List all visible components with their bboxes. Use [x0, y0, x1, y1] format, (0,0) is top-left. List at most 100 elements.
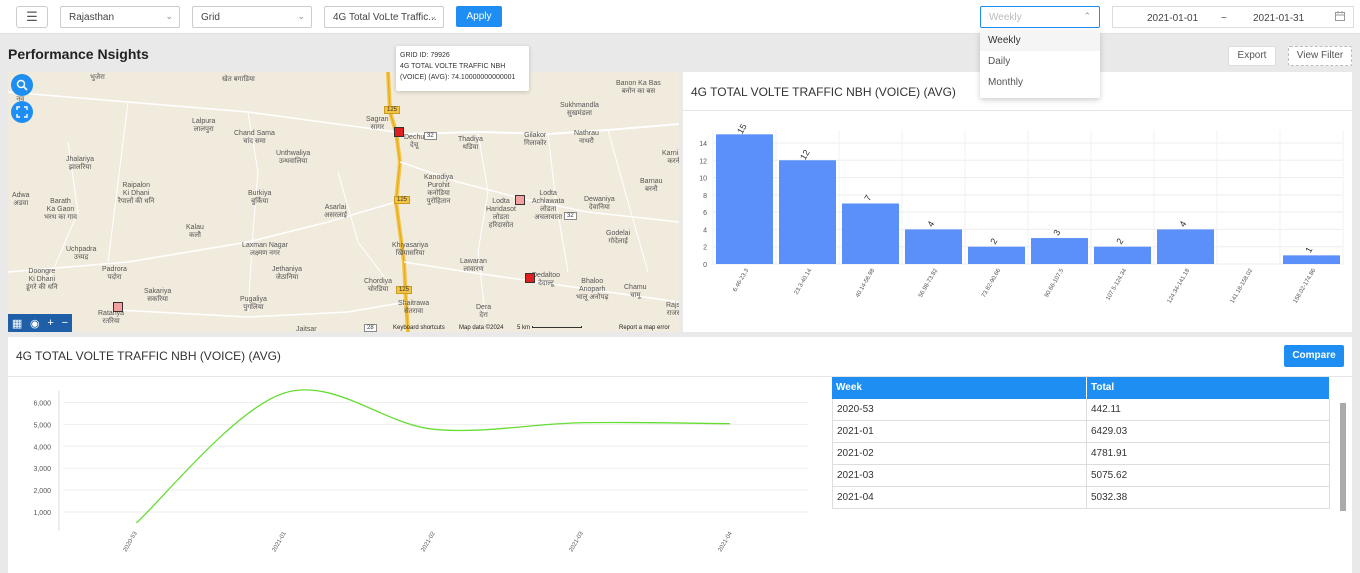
road-label: 32 — [424, 132, 437, 140]
cell-total: 5075.62 — [1090, 470, 1128, 481]
grid-marker[interactable] — [394, 127, 404, 137]
chevron-down-icon: ⌄ — [297, 11, 305, 21]
map-place-label: Dedaltoo देदाल्टू — [532, 272, 561, 287]
road-label: 32 — [564, 212, 577, 220]
map-place-label: Gilakor गिलाकोर — [524, 132, 547, 147]
x-tick-label: 158.02-174.86 — [1293, 267, 1318, 304]
map-place-label: Ratariya रतरिया — [98, 310, 125, 325]
map-place-label: भुजेरा — [90, 74, 105, 81]
trend-line[interactable] — [135, 389, 731, 524]
table-scrollbar-thumb[interactable] — [1340, 403, 1346, 511]
grid-marker[interactable] — [525, 273, 535, 283]
chevron-down-icon: ⌄ — [429, 11, 437, 21]
road-label: 28 — [364, 324, 377, 332]
x-tick-label: 2021-02 — [421, 530, 438, 553]
map-place-label: Banon Ka Bas बनोन का बस — [616, 80, 661, 95]
cell-week: 2021-04 — [833, 487, 1087, 508]
date-range-picker[interactable]: 2021-01-01 ~ 2021-01-31 — [1112, 6, 1354, 28]
period-option-daily[interactable]: Daily — [988, 56, 1011, 67]
chevron-down-icon: ⌄ — [165, 11, 173, 21]
locate-icon[interactable]: ◉ — [30, 317, 40, 330]
table-row[interactable]: 2021-02 4781.91 — [832, 443, 1330, 465]
map-place-label: Adwa अडवा — [12, 192, 30, 207]
bar-data-label: 3 — [1051, 228, 1062, 237]
y-tick-label: 3,000 — [33, 466, 51, 473]
grid-marker[interactable] — [515, 195, 525, 205]
map-place-label: Pugaliya पुगलिया — [240, 296, 267, 311]
histogram-bar[interactable] — [779, 160, 836, 264]
table-row[interactable]: 2021-01 6429.03 — [832, 421, 1330, 443]
column-header-week[interactable]: Week — [832, 377, 1087, 399]
compare-button[interactable]: Compare — [1284, 345, 1344, 367]
histogram-bar[interactable] — [1283, 255, 1340, 264]
fullscreen-icon[interactable] — [11, 101, 33, 123]
search-icon[interactable] — [11, 74, 33, 96]
kpi-select[interactable]: 4G Total VoLte Traffic... ⌄ — [324, 6, 444, 28]
map-place-label: Raipalon Ki Dhani रैपालों की धनि — [118, 182, 155, 205]
date-to[interactable]: 2021-01-31 — [1253, 13, 1305, 24]
histogram-bar[interactable] — [842, 203, 899, 264]
tooltip-grid-id: GRID ID: 79926 — [400, 52, 450, 59]
bar-data-label: 7 — [862, 193, 873, 202]
y-tick-label: 4,000 — [33, 444, 51, 451]
map-place-label: खेत बगाडिया — [222, 76, 255, 83]
layers-icon[interactable]: ▦ — [11, 317, 23, 330]
y-tick-label: 6 — [703, 210, 707, 217]
x-tick-label: 2021-01 — [272, 530, 289, 553]
table-row[interactable]: 2021-03 5075.62 — [832, 465, 1330, 487]
map-place-label: Dera देरा — [476, 304, 492, 319]
histogram-bar[interactable] — [1031, 238, 1088, 264]
map-place-label: Chamu चामू — [624, 284, 647, 299]
y-tick-label: 14 — [699, 141, 707, 148]
bar-data-label: 15 — [735, 122, 749, 136]
map-place-label: Rajsagराजसाग — [666, 302, 679, 317]
export-button[interactable]: Export — [1228, 46, 1276, 66]
x-tick-label: 2020-53 — [123, 530, 140, 553]
road-label: 125 — [394, 196, 411, 204]
map-roads — [8, 72, 679, 332]
view-filter-button[interactable]: View Filter — [1288, 46, 1352, 66]
map-place-label: Barath Ka Gaon भरथ का गाव — [44, 198, 77, 221]
column-header-total[interactable]: Total — [1087, 377, 1330, 399]
zoom-out-icon[interactable]: − — [61, 317, 69, 329]
histogram-bar[interactable] — [905, 229, 962, 264]
map-place-label: Kanodiya Purohit कनोडिया पुरोहितान — [424, 174, 454, 205]
calendar-icon[interactable] — [1335, 11, 1345, 24]
apply-button[interactable]: Apply — [456, 6, 502, 27]
trend-panel: 4G TOTAL VOLTE TRAFFIC NBH (VOICE) (AVG)… — [8, 337, 1352, 573]
x-tick-label: 2021-03 — [569, 530, 586, 553]
x-tick-label: 2021-04 — [718, 530, 735, 553]
histogram-bar[interactable] — [968, 246, 1025, 264]
period-option-monthly[interactable]: Monthly — [988, 77, 1024, 88]
grid-map[interactable]: 125 32 125 32 125 28 खेत बगाडिया भुजेरा Ba… — [8, 72, 679, 332]
tooltip-kpi: 4G TOTAL VOLTE TRAFFIC NBH — [400, 63, 506, 70]
x-tick-label: 107.5-124.34 — [1105, 267, 1128, 301]
zoom-in-icon[interactable]: + — [47, 317, 54, 329]
map-scale-bar — [532, 326, 582, 328]
hamburger-icon[interactable]: ☰ — [16, 6, 48, 28]
trend-title: 4G TOTAL VOLTE TRAFFIC NBH (VOICE) (AVG) — [16, 349, 281, 363]
map-report-error[interactable]: Report a map error — [619, 325, 670, 331]
table-row[interactable]: 2021-04 5032.38 — [832, 487, 1330, 509]
histogram-bar[interactable] — [716, 134, 773, 264]
table-row[interactable]: 2020-53 442.11 — [832, 399, 1330, 421]
bar-data-label: 1 — [1303, 245, 1314, 254]
x-tick-label: 73.82-90.66 — [981, 267, 1003, 298]
period-option-weekly[interactable]: Weekly — [980, 30, 1100, 51]
map-place-label: Doongre Ki Dhani डूंगरे की धनि — [26, 268, 58, 291]
histogram-chart: 02468101214156.46-23.31223.3-40.14740.14… — [699, 122, 1344, 305]
table-body: 2020-53 442.11 2021-01 6429.03 2021-02 4781.9… — [832, 399, 1330, 509]
period-select[interactable]: Weekly ⌃ — [980, 6, 1100, 28]
map-place-label: Sagran सागर — [366, 116, 389, 131]
cell-week: 2021-03 — [833, 465, 1087, 486]
level-select[interactable]: Grid ⌄ — [192, 6, 312, 28]
region-select[interactable]: Rajasthan ⌄ — [60, 6, 180, 28]
map-place-label: Laxman Nagar लक्ष्मण नगर — [242, 242, 288, 257]
map-keyboard-shortcuts[interactable]: Keyboard shortcuts — [393, 325, 445, 331]
date-from[interactable]: 2021-01-01 — [1147, 13, 1199, 24]
grid-marker[interactable] — [113, 302, 123, 312]
road-label: 125 — [384, 106, 401, 114]
histogram-bar[interactable] — [1157, 229, 1214, 264]
map-place-label: Karni Nagarकरनी नगर — [662, 150, 679, 165]
histogram-bar[interactable] — [1094, 246, 1151, 264]
